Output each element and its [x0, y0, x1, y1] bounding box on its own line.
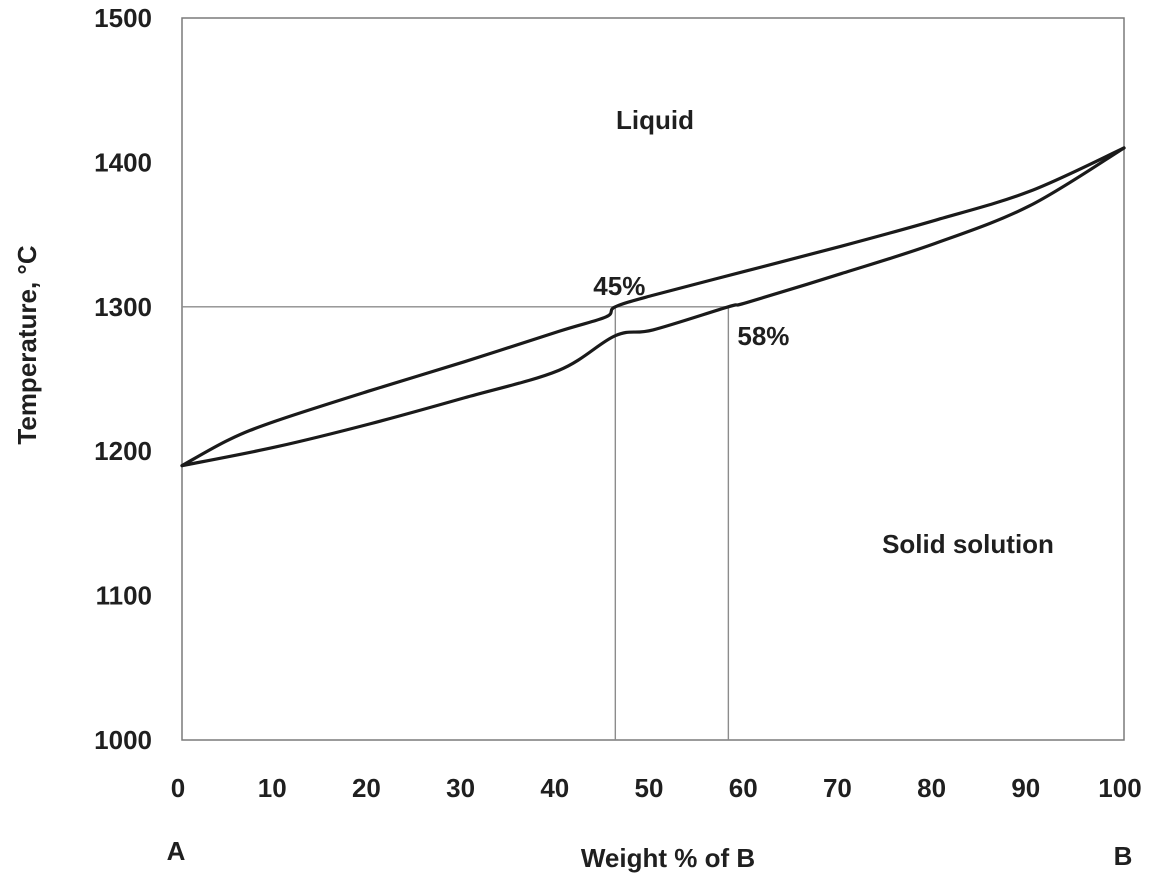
x-tick-label: 100 [1098, 773, 1141, 803]
phase-curves [180, 146, 1126, 468]
x-tick-label: 60 [729, 773, 758, 803]
y-axis-title: Temperature, °C [12, 245, 42, 444]
plot-area-frame [181, 17, 1125, 741]
x-tick-label: 70 [823, 773, 852, 803]
reference-lines [182, 306, 730, 740]
x-end-label-b: B [1114, 841, 1133, 871]
y-tick-label: 1200 [94, 436, 152, 466]
annotation-45-percent: 45% [593, 271, 645, 301]
solidus-curve [180, 146, 1126, 468]
y-tick-label: 1400 [94, 147, 152, 177]
y-axis-ticks: 1000 1100 1200 1300 1400 1500 [94, 3, 152, 755]
y-tick-label: 1100 [96, 581, 152, 611]
x-tick-label: 0 [171, 773, 185, 803]
composition-annotations: 45% 58% [593, 271, 789, 351]
x-tick-label: 40 [540, 773, 569, 803]
x-tick-label: 20 [352, 773, 381, 803]
annotation-58-percent: 58% [737, 321, 789, 351]
x-axis-title: Weight % of B [581, 843, 755, 873]
liquidus-curve [180, 146, 1126, 468]
region-label-solid-solution: Solid solution [882, 529, 1054, 559]
y-tick-label: 1000 [94, 725, 152, 755]
region-label-liquid: Liquid [616, 105, 694, 135]
x-axis-ticks: 0 10 20 30 40 50 60 70 80 90 100 [171, 773, 1142, 803]
y-tick-label: 1300 [94, 292, 152, 322]
x-tick-label: 10 [258, 773, 287, 803]
y-tick-label: 1500 [94, 3, 152, 33]
x-end-label-a: A [167, 836, 186, 866]
x-tick-label: 90 [1011, 773, 1040, 803]
x-tick-label: 30 [446, 773, 475, 803]
x-tick-label: 50 [635, 773, 664, 803]
x-tick-label: 80 [917, 773, 946, 803]
